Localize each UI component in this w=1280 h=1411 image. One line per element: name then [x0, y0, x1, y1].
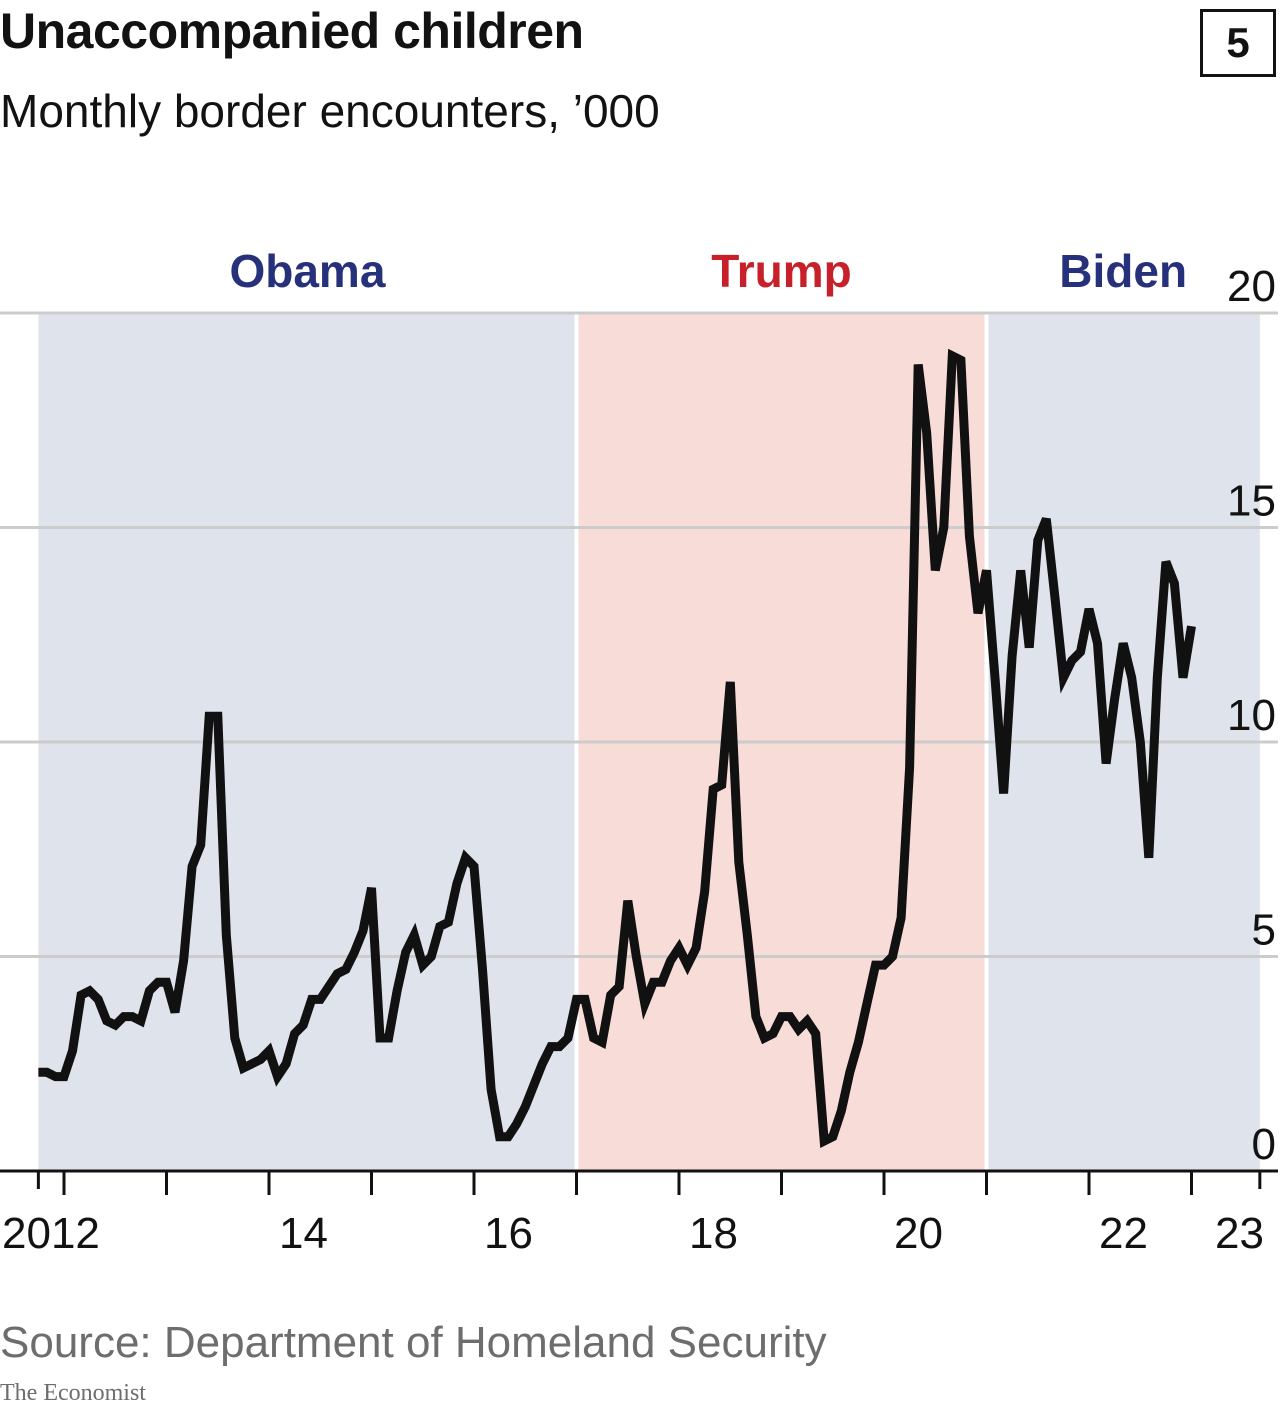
- gridlines: [0, 311, 1278, 958]
- y-tick-label-10: 10: [1227, 691, 1276, 740]
- y-tick-label-5: 5: [1252, 906, 1276, 955]
- x-tick-label-18: 18: [689, 1209, 738, 1258]
- x-tick-label-14: 14: [279, 1209, 328, 1258]
- chart-title: Unaccompanied children: [0, 3, 584, 59]
- period-label-biden: Biden: [1059, 245, 1187, 297]
- period-label-trump: Trump: [711, 245, 852, 297]
- series-lines: [38, 348, 1196, 1149]
- y-tick-label-20: 20: [1227, 262, 1276, 311]
- chart-subtitle: Monthly border encounters, ’000: [0, 85, 660, 137]
- y-axis-ticks: 0 5 10 15 20: [1227, 262, 1276, 1169]
- x-tick-label-16: 16: [484, 1209, 533, 1258]
- y-tick-label-15: 15: [1227, 477, 1276, 526]
- brand-logo: The Economist: [0, 1380, 146, 1406]
- x-tick-label-22: 22: [1099, 1209, 1148, 1258]
- source-note: Source: Department of Homeland Security: [0, 1318, 827, 1367]
- x-tick-label-2012: 2012: [2, 1209, 100, 1258]
- x-tick-label-20: 20: [894, 1209, 943, 1258]
- chart-number-badge: 5: [1200, 9, 1276, 77]
- period-labels: Obama Trump Biden: [229, 245, 1187, 297]
- y-tick-label-0: 0: [1252, 1120, 1276, 1169]
- x-axis: 2012 14 16 18 20 22 23: [0, 1169, 1278, 1258]
- x-tick-label-23: 23: [1215, 1209, 1264, 1258]
- series-line-0: [38, 348, 1196, 1149]
- period-label-obama: Obama: [229, 245, 385, 297]
